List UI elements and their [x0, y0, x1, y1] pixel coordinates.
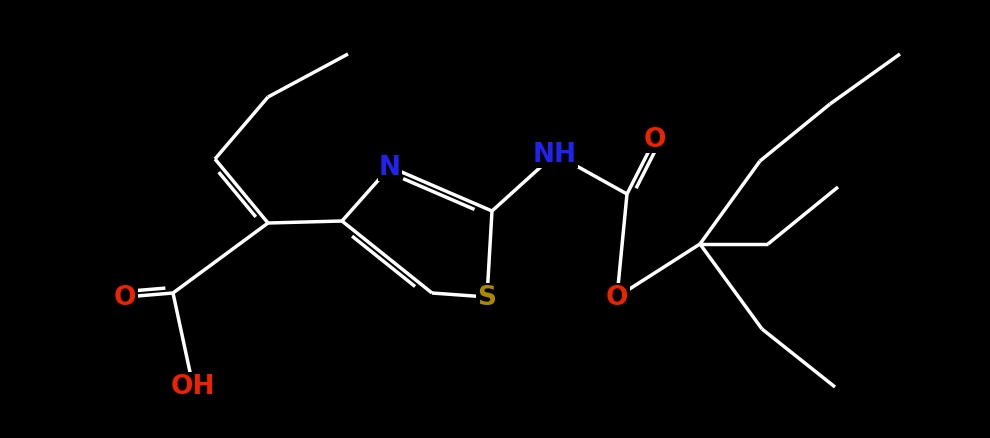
Text: NH: NH — [533, 141, 577, 168]
Text: OH: OH — [170, 373, 215, 399]
Text: O: O — [606, 284, 629, 310]
Text: O: O — [644, 127, 666, 153]
Text: N: N — [379, 155, 401, 180]
Text: S: S — [477, 284, 497, 310]
Text: O: O — [114, 284, 137, 310]
